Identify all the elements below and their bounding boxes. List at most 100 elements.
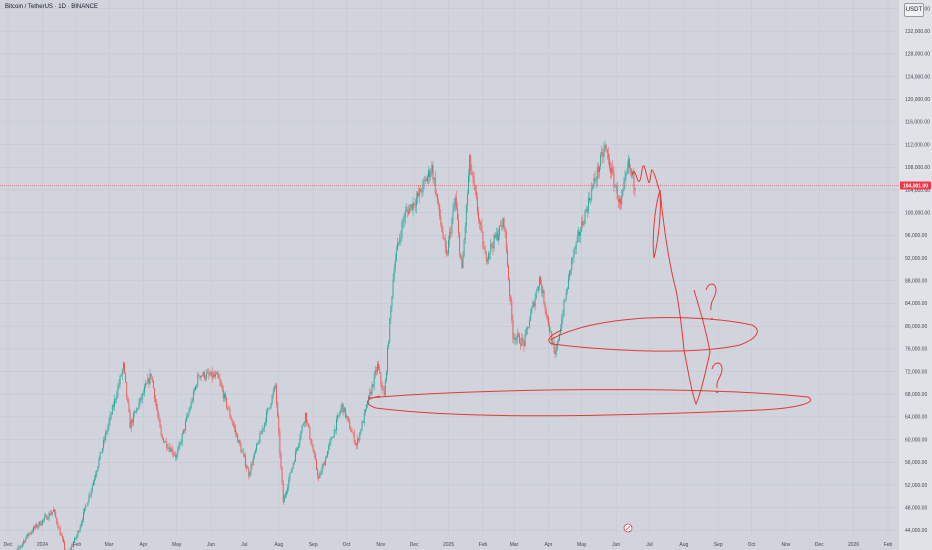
time-tick-label: 2026 [848, 542, 859, 548]
candle-body [326, 457, 327, 459]
candle-body [502, 218, 504, 228]
candle-body [606, 149, 608, 154]
candle-body [415, 198, 417, 206]
candle-body [401, 222, 403, 238]
candle-body [528, 327, 529, 328]
candle-body [624, 176, 626, 183]
candle-body [334, 429, 336, 431]
price-axis[interactable] [899, 0, 932, 550]
candle-body [287, 487, 289, 492]
candle-body [310, 438, 312, 444]
candle-body [587, 197, 589, 212]
candle-body [347, 416, 349, 419]
candle-body [217, 373, 219, 376]
candle-body [363, 412, 365, 423]
candle-body [150, 373, 152, 378]
candle-body [216, 373, 218, 375]
candle-body [248, 468, 250, 477]
candle-body [280, 454, 282, 468]
candle-body [34, 527, 36, 528]
time-tick-label: Aug [274, 542, 283, 548]
candle-body [377, 363, 378, 372]
price-tick-label: 48,000.00 [905, 505, 927, 511]
candle-body [402, 220, 404, 223]
candle-body [193, 389, 195, 392]
candle-body [446, 253, 448, 255]
candle-body [369, 392, 371, 396]
price-tick-label: 72,000.00 [905, 369, 927, 375]
candle-body [403, 217, 405, 221]
candle-body [28, 533, 30, 536]
candle-body [381, 382, 383, 390]
candle-body [370, 392, 372, 395]
candle-body [500, 225, 502, 226]
candle-body [625, 172, 627, 177]
candle-body [318, 476, 320, 479]
candle-body [484, 248, 486, 254]
candle-body [493, 234, 495, 249]
candle-body [439, 204, 441, 217]
candle-body [579, 231, 580, 236]
candle-body [176, 455, 178, 457]
candle-body [413, 202, 415, 206]
candle-body [219, 378, 221, 383]
candle-body [453, 204, 455, 210]
candle-body [294, 451, 296, 462]
candle-body [367, 404, 368, 406]
candle-body [535, 290, 537, 298]
candle-body [341, 403, 343, 409]
candle-body [505, 231, 507, 251]
time-axis-labels: Dec 2024 Feb Mar Apr May Jun Jul Aug Sep Oct Nov Dec… [4, 542, 893, 548]
time-tick-label: Sep [309, 542, 318, 548]
candle-body [213, 374, 215, 377]
candle-body [189, 408, 191, 412]
candle-body [336, 419, 337, 431]
candle-body [255, 450, 256, 453]
current-price-label: 104,801.00 [903, 183, 928, 189]
candle-body [321, 467, 323, 474]
drawing-tool-icon[interactable] [623, 523, 633, 533]
candle-body [98, 458, 100, 467]
candle-body [181, 433, 183, 443]
candle-body [271, 395, 273, 404]
candle-body [382, 389, 384, 391]
candle-body [398, 242, 400, 244]
candle-body [126, 382, 128, 397]
candle-body [190, 401, 192, 409]
candle-body [422, 181, 424, 193]
candle-body [312, 446, 314, 452]
candle-body [188, 411, 190, 415]
candle-body [128, 402, 130, 412]
candle-body [292, 463, 294, 468]
candle-body [136, 408, 138, 412]
candle-body [186, 416, 188, 422]
candle-body [430, 172, 432, 178]
candle-body [499, 225, 501, 235]
candle-body [229, 409, 231, 417]
candle-body [47, 518, 49, 520]
candle-body [352, 432, 354, 434]
candle-body [198, 375, 200, 376]
candle-body [272, 391, 274, 396]
candle-body [475, 191, 477, 199]
candle-body [246, 466, 248, 469]
candle-body [274, 385, 276, 387]
candle-body [328, 445, 330, 451]
candle-body [384, 380, 386, 396]
candle-body [572, 257, 574, 259]
candle-body [611, 167, 613, 174]
candle-body [388, 342, 390, 349]
candle-body [79, 526, 81, 532]
time-tick-label: Feb [72, 542, 81, 548]
candle-body [543, 290, 545, 305]
candle-body [151, 377, 153, 381]
candle-body [122, 362, 124, 370]
candle-body [267, 408, 269, 412]
candle-body [71, 546, 73, 547]
candle-body [301, 425, 303, 432]
currency-button[interactable]: USDT [904, 3, 924, 17]
candle-body [220, 382, 222, 386]
candle-body [431, 164, 433, 173]
